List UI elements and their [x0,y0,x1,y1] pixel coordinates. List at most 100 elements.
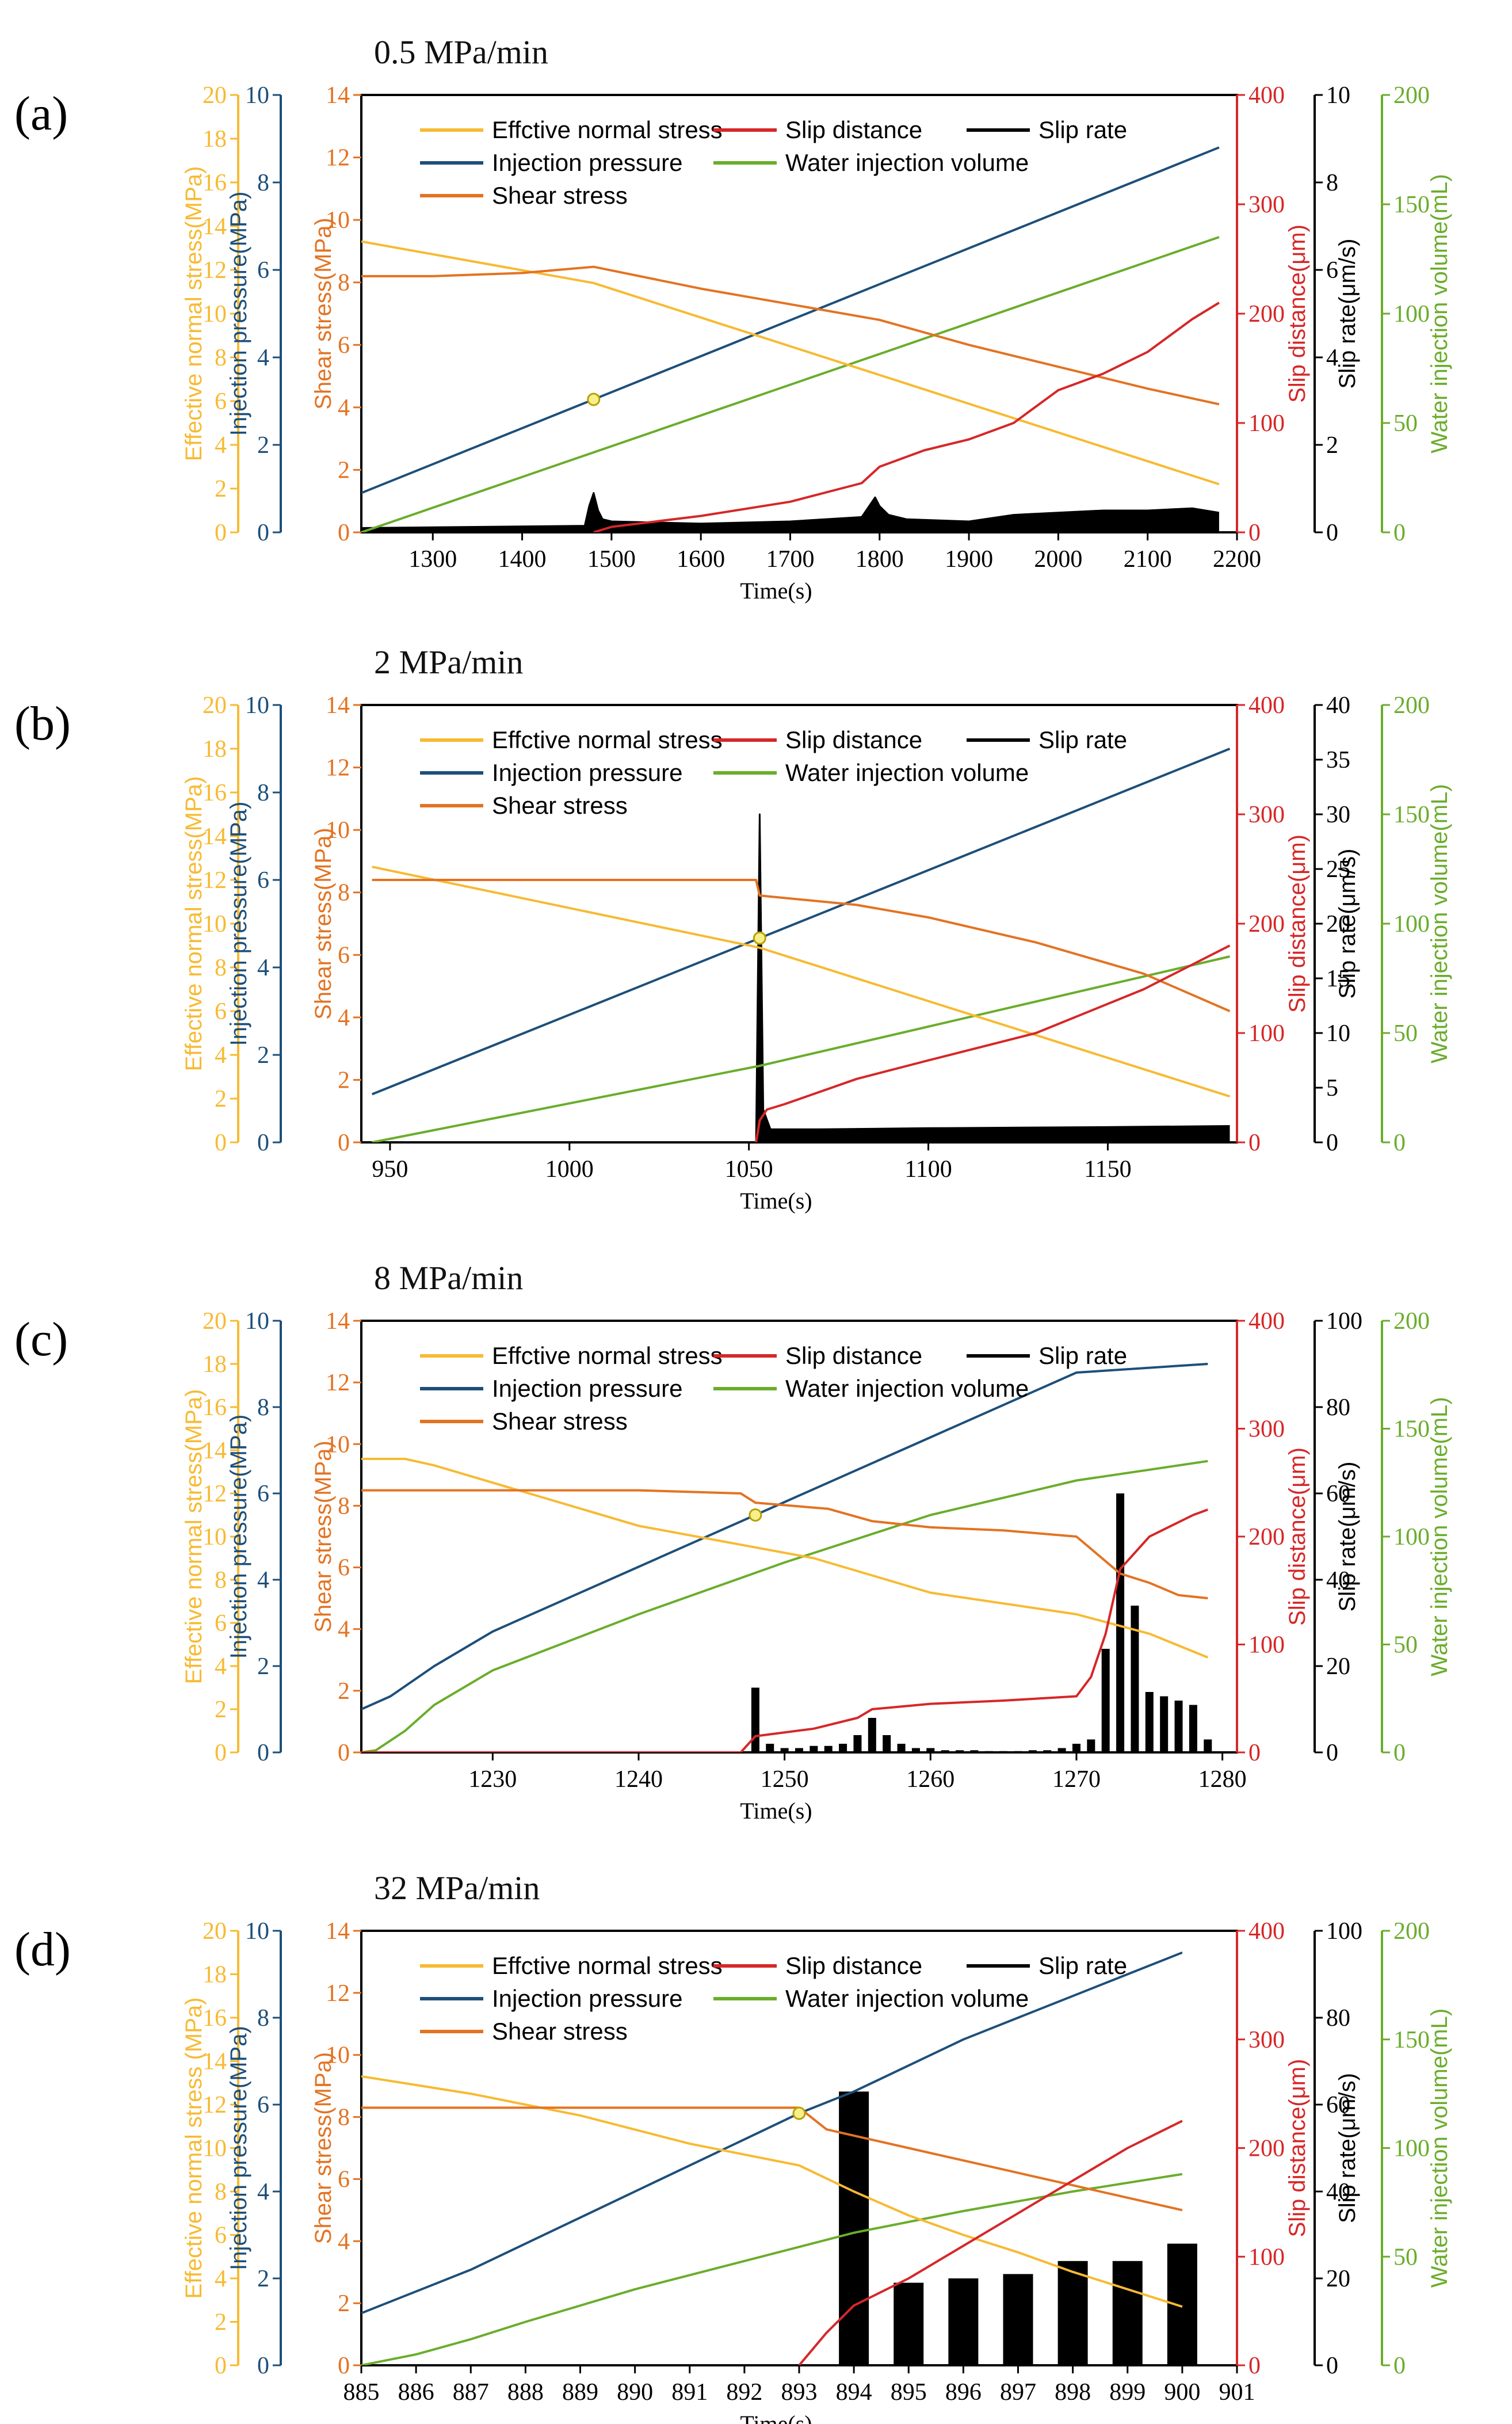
injection-pressure-axis-title: Injection pressure(MPa) [226,802,251,1046]
x-tick-label: 2100 [1124,546,1172,573]
legend-label: Slip distance [785,1952,922,1979]
injection-pressure-axis-title: Injection pressure(MPa) [226,2026,251,2270]
slip-rate-axis-title: Slip rate(μm/s) [1335,1462,1360,1612]
y-tick-label: 18 [203,736,227,763]
y-tick-label: 150 [1393,802,1430,828]
panel-label: (b) [14,697,71,750]
y-tick-label: 100 [1393,301,1430,327]
x-tick-label: 1100 [904,1156,952,1183]
water-injection-volume-line [361,236,1220,532]
y-tick-label: 18 [203,126,227,153]
y-tick-label: 2 [257,432,269,459]
y-tick-label: 0 [257,2353,269,2379]
y-tick-label: 40 [1326,2179,1350,2205]
panel-label: (a) [14,87,68,140]
y-tick-label: 8 [215,955,227,981]
x-tick-label: 888 [507,2379,544,2406]
y-tick-label: 10 [1326,82,1350,109]
slip-rate-bar [1131,1606,1139,1752]
y-tick-label: 0 [1326,2353,1338,2379]
y-tick-label: 4 [215,2266,227,2292]
y-tick-label: 35 [1326,747,1350,773]
slip-rate-bar [1057,2261,1088,2365]
panel-2: 2 MPa/min(b)950 1000 1050 1100 1150Time(s)02… [14,643,1452,1214]
y-tick-label: 400 [1248,1308,1285,1335]
y-tick-label: 4 [338,1005,350,1031]
x-tick-label: 890 [617,2379,653,2406]
y-tick-label: 4 [257,2179,269,2205]
water-injection-volume-axis-title: Water injection volume(mL) [1427,2008,1452,2288]
panel-1: 0.5 MPa/min(a)1300 1400 1500 1600 1700 1800 19… [14,33,1452,604]
x-tick-label: 1250 [761,1766,809,1793]
slip-rate-bar [1014,1751,1022,1752]
injection-pressure-line [361,1951,1183,2315]
panel-title: 32 MPa/min [374,1869,540,1907]
y-tick-label: 20 [203,692,227,719]
effective-normal-stress-axis-title: Effective normal stress (MPa) [181,1998,207,2299]
y-tick-label: 50 [1393,410,1418,437]
y-tick-label: 16 [203,2005,227,2032]
slip-rate-bar [839,1744,847,1752]
y-tick-label: 8 [338,1493,350,1519]
y-tick-label: 6 [215,998,227,1025]
y-tick-label: 2 [338,1067,350,1093]
y-tick-label: 100 [1393,2136,1430,2162]
intersection-marker [749,1508,762,1522]
legend-label: Injection pressure [492,149,683,176]
x-tick-label: 1800 [856,546,904,573]
y-tick-label: 200 [1248,301,1285,327]
shear-stress-axis-title: Shear stress(MPa) [311,828,336,1019]
panel-label: (d) [14,1923,71,1976]
panel-title: 8 MPa/min [374,1259,523,1297]
x-axis-title: Time(s) [740,1798,812,1824]
y-tick-label: 20 [203,82,227,109]
y-tick-label: 100 [1248,1020,1285,1047]
shear-stress-axis-title: Shear stress(MPa) [311,2052,336,2244]
effective-normal-stress-line [361,2075,1183,2308]
y-tick-label: 8 [257,170,269,196]
legend-label: Slip distance [785,1342,922,1369]
y-tick-label: 0 [257,1740,269,1766]
y-tick-label: 0 [1248,520,1261,546]
shear-stress-line [372,879,1231,1012]
y-tick-label: 2 [257,1042,269,1069]
effective-normal-stress-line [372,866,1231,1098]
injection-pressure-axis-title: Injection pressure(MPa) [226,192,251,436]
plot-area [361,1951,1197,2365]
legend-label: Effctive normal stress [492,726,723,753]
y-tick-label: 6 [257,257,269,284]
y-tick-label: 4 [215,1042,227,1069]
panel-3: 8 MPa/min(c)1230 1240 1250 1260 1270 1280Time… [14,1259,1452,1824]
y-tick-label: 80 [1326,1394,1350,1421]
x-tick-label: 1280 [1198,1766,1247,1793]
y-tick-label: 6 [215,2223,227,2249]
slip-distance-axis-title: Slip distance(μm) [1285,224,1310,403]
y-tick-label: 12 [326,1370,350,1396]
y-tick-label: 10 [203,2136,227,2162]
y-tick-label: 150 [1393,192,1430,218]
y-tick-label: 0 [215,520,227,546]
slip-rate-bar [1003,2274,1033,2365]
y-tick-label: 12 [326,755,350,782]
x-tick-label: 889 [562,2379,598,2406]
y-tick-label: 18 [203,1351,227,1378]
y-tick-label: 6 [338,942,350,969]
injection-pressure-line [361,1363,1208,1710]
y-tick-label: 4 [257,1567,269,1594]
y-tick-label: 2 [257,1653,269,1680]
effective-normal-stress-axis-title: Effective normal stress(MPa) [181,166,207,462]
y-tick-label: 80 [1326,2005,1350,2032]
slip-rate-bar [766,1744,774,1752]
y-tick-label: 8 [1326,170,1338,196]
y-tick-label: 50 [1393,1632,1418,1659]
slip-rate-bar [1174,1701,1183,1752]
slip-rate-bar [824,1745,833,1752]
y-tick-label: 300 [1248,1416,1285,1443]
y-tick-label: 20 [1326,911,1350,937]
slip-rate-bar [853,1735,862,1752]
y-tick-label: 300 [1248,2027,1285,2053]
y-tick-label: 0 [215,1130,227,1156]
slip-rate-area [361,493,1219,532]
y-tick-label: 16 [203,780,227,806]
